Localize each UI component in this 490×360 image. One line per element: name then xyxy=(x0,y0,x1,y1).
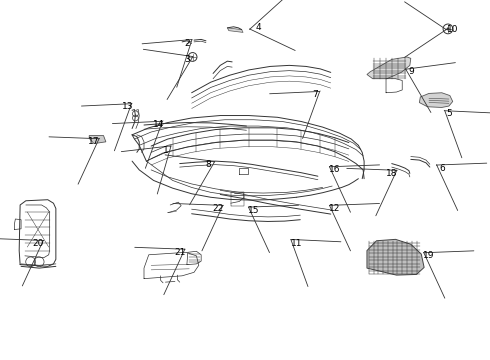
Text: 3: 3 xyxy=(184,55,190,64)
Circle shape xyxy=(446,27,449,30)
Text: 20: 20 xyxy=(32,239,44,248)
Text: 10: 10 xyxy=(447,25,459,34)
Text: 2: 2 xyxy=(184,39,190,48)
Text: 19: 19 xyxy=(423,251,435,260)
Text: 17: 17 xyxy=(88,137,100,146)
Text: 22: 22 xyxy=(212,204,223,213)
Text: 16: 16 xyxy=(329,165,341,174)
Polygon shape xyxy=(89,135,106,144)
Text: 15: 15 xyxy=(248,206,259,215)
Text: 14: 14 xyxy=(152,120,164,129)
Text: 1: 1 xyxy=(163,146,168,155)
Polygon shape xyxy=(419,93,453,108)
Text: 7: 7 xyxy=(313,90,318,99)
Text: 21: 21 xyxy=(174,248,185,257)
Text: 4: 4 xyxy=(255,23,261,32)
Text: 8: 8 xyxy=(205,160,211,169)
Polygon shape xyxy=(367,57,411,79)
Text: 9: 9 xyxy=(408,67,414,76)
Text: 18: 18 xyxy=(386,169,397,178)
Polygon shape xyxy=(227,28,243,32)
Polygon shape xyxy=(367,239,424,275)
Text: 6: 6 xyxy=(439,164,444,173)
Text: 5: 5 xyxy=(446,109,452,118)
Text: 12: 12 xyxy=(329,204,340,213)
Text: 11: 11 xyxy=(291,239,302,248)
Text: 13: 13 xyxy=(122,102,133,111)
